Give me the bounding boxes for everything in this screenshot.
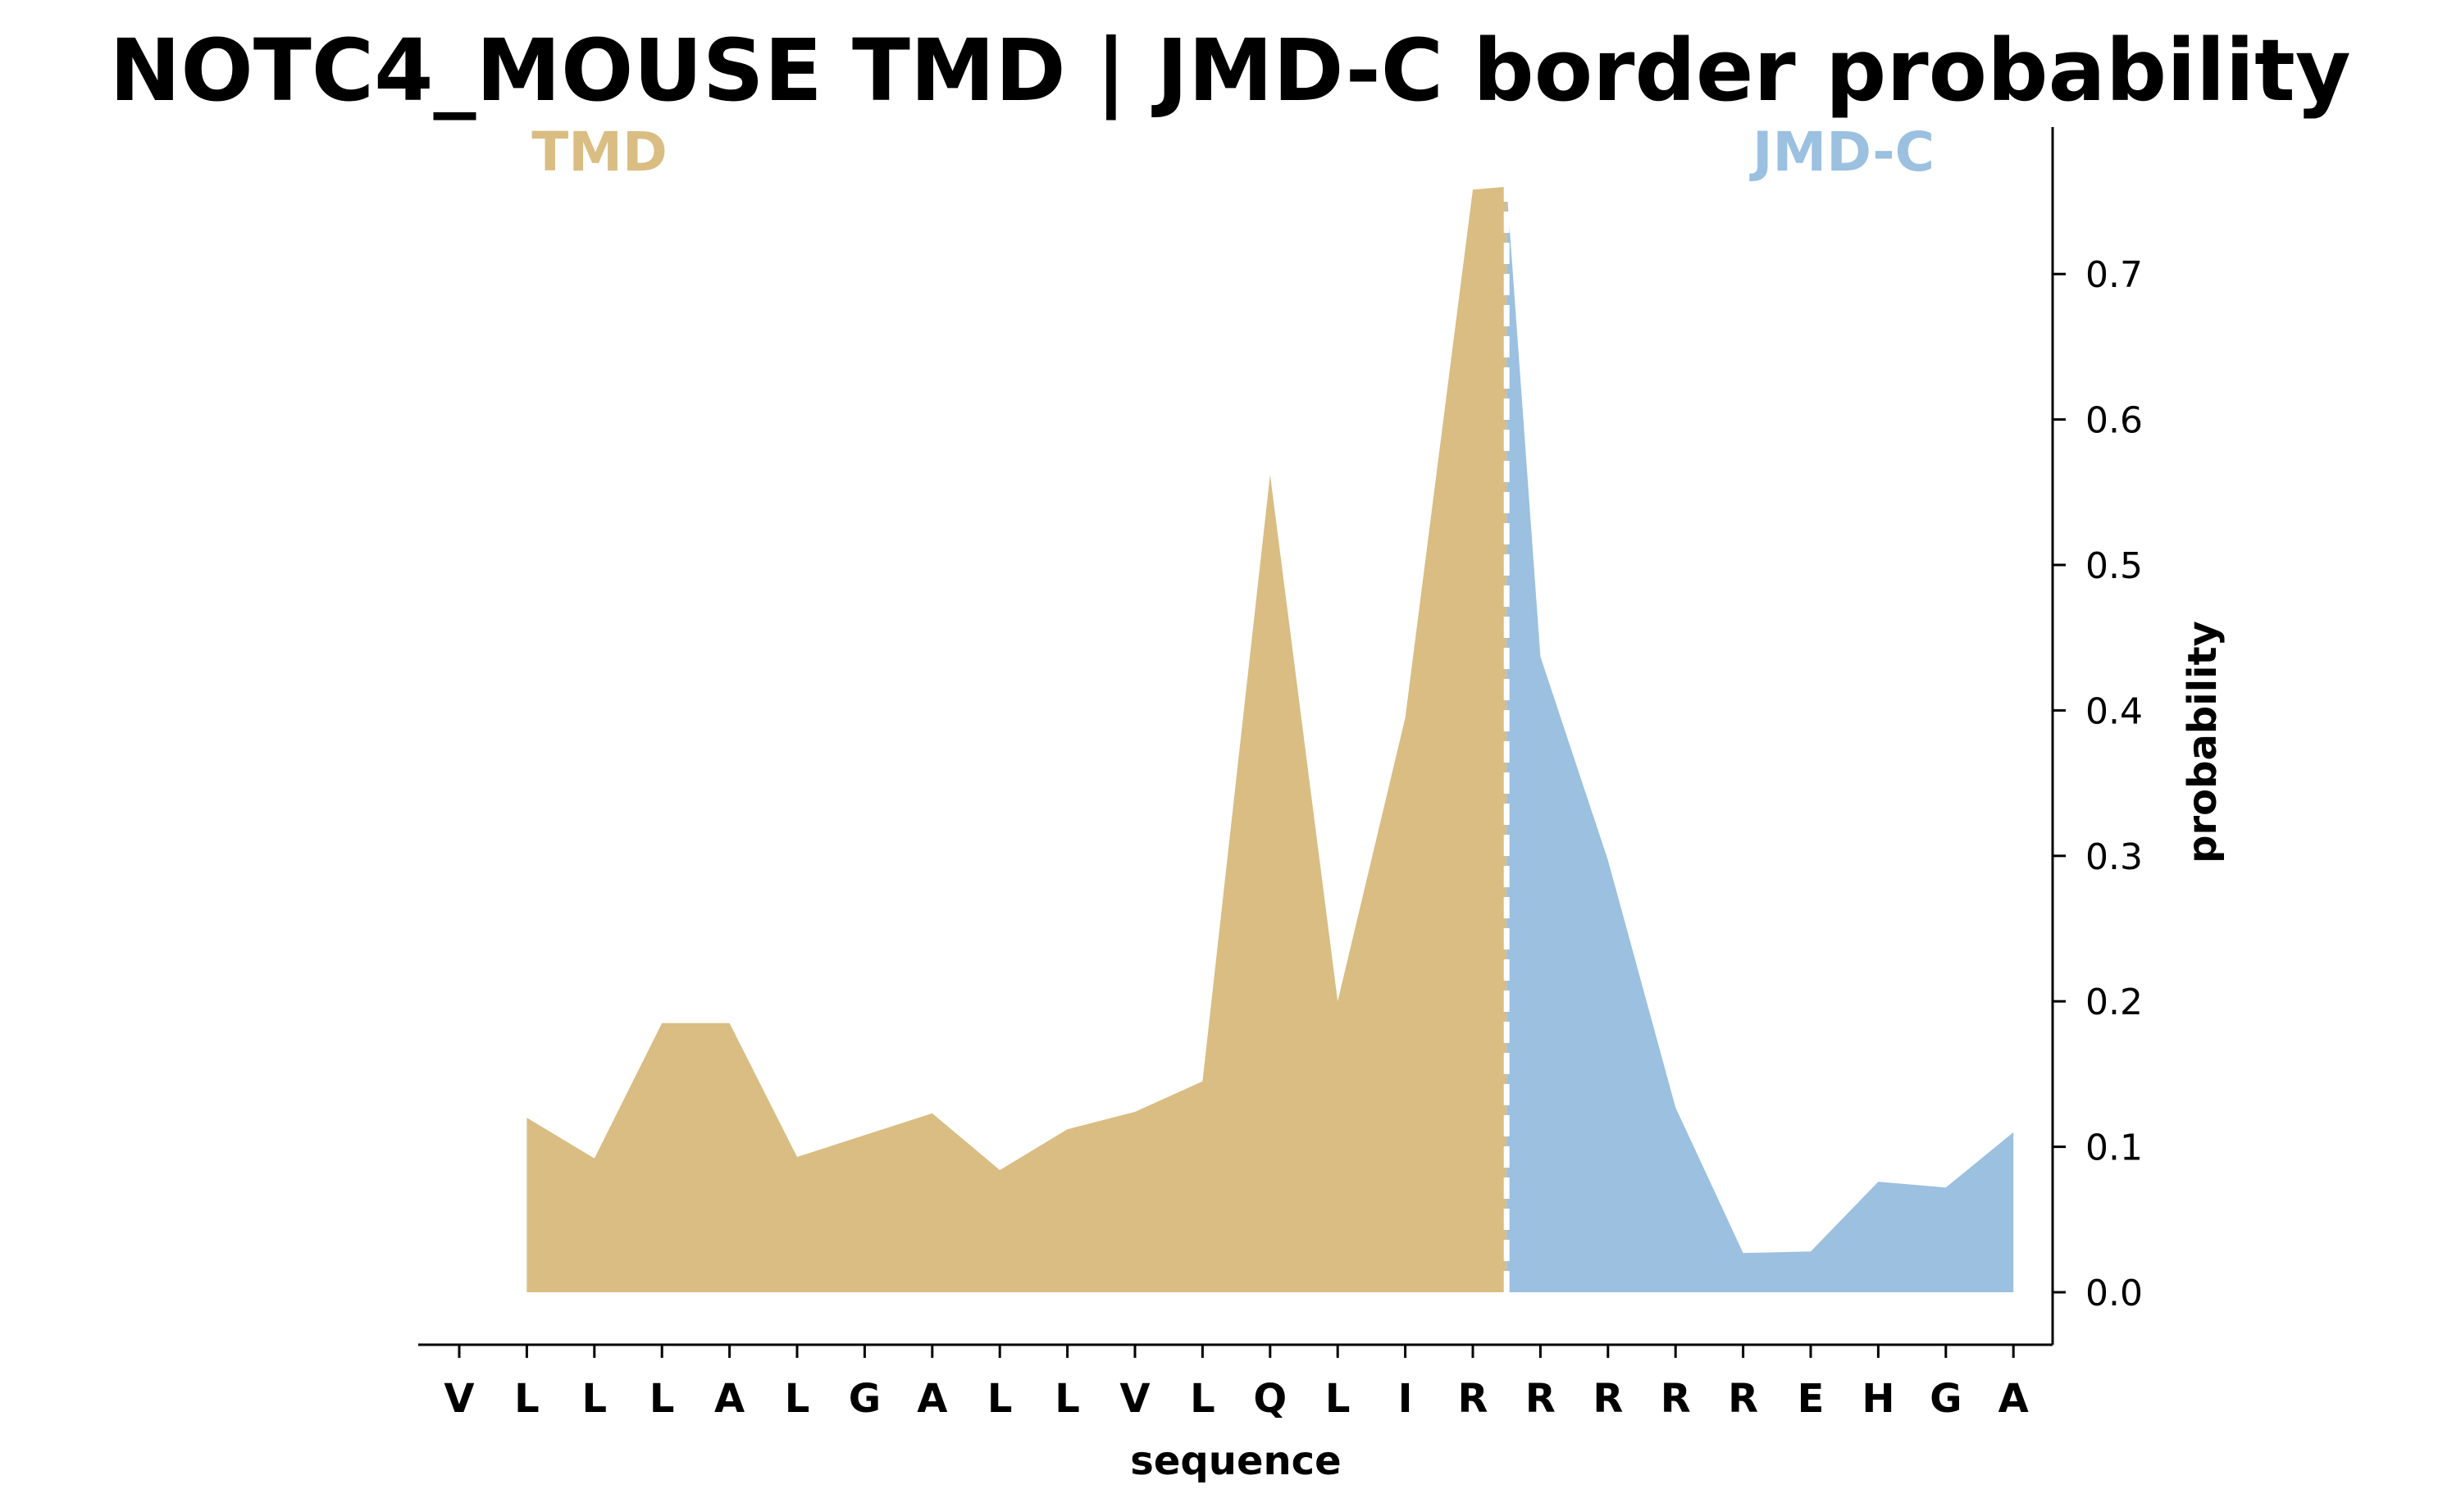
x-tick-label: R bbox=[1661, 1376, 1691, 1422]
y-axis-label: probability bbox=[2180, 621, 2226, 863]
chart-title: NOTC4_MOUSE TMD | JMD-C border probabili… bbox=[109, 20, 2350, 121]
area-layer bbox=[526, 186, 2014, 1292]
x-tick-label: Q bbox=[1253, 1376, 1287, 1422]
area-jmd-c bbox=[1506, 186, 2014, 1292]
x-tick-label: A bbox=[1998, 1376, 2029, 1422]
x-tick-label: L bbox=[1055, 1376, 1080, 1422]
x-tick-label: H bbox=[1862, 1376, 1894, 1422]
y-tick-label: 0.0 bbox=[2085, 1273, 2143, 1314]
y-tick-label: 0.6 bbox=[2085, 400, 2143, 442]
y-tick-label: 0.3 bbox=[2085, 836, 2143, 878]
x-tick-label: R bbox=[1593, 1376, 1623, 1422]
x-tick-label: G bbox=[849, 1376, 881, 1422]
x-tick-label: L bbox=[1325, 1376, 1351, 1422]
x-tick-label: E bbox=[1798, 1376, 1825, 1422]
x-tick-label: R bbox=[1458, 1376, 1488, 1422]
x-tick-label: L bbox=[649, 1376, 675, 1422]
tmd-region-label: TMD bbox=[531, 121, 667, 184]
y-tick-group: 0.0 0.1 0.2 0.3 0.4 0.5 0.6 0.7 bbox=[2053, 254, 2143, 1314]
x-tick-label: A bbox=[917, 1376, 947, 1422]
y-tick-label: 0.7 bbox=[2085, 254, 2143, 296]
x-tick-label: L bbox=[785, 1376, 810, 1422]
x-tick-label: L bbox=[1190, 1376, 1215, 1422]
x-tick-label: G bbox=[1930, 1376, 1962, 1422]
x-tick-label: A bbox=[714, 1376, 745, 1422]
x-tick-label: V bbox=[1119, 1376, 1150, 1422]
x-tick-label: L bbox=[514, 1376, 540, 1422]
x-tick-label: V bbox=[444, 1376, 474, 1422]
y-tick-label: 0.2 bbox=[2085, 981, 2143, 1023]
jmd-c-region-label: JMD-C bbox=[1749, 121, 1935, 184]
y-tick-label: 0.4 bbox=[2085, 690, 2143, 732]
area-tmd bbox=[526, 186, 1507, 1292]
x-tick-label: I bbox=[1398, 1376, 1413, 1422]
x-tick-label: R bbox=[1525, 1376, 1556, 1422]
y-tick-label: 0.1 bbox=[2085, 1127, 2143, 1169]
x-axis-label: sequence bbox=[1130, 1438, 1341, 1484]
x-tick-label: R bbox=[1728, 1376, 1758, 1422]
y-tick-label: 0.5 bbox=[2085, 545, 2143, 587]
x-tick-label: L bbox=[582, 1376, 608, 1422]
x-tick-label: L bbox=[987, 1376, 1013, 1422]
